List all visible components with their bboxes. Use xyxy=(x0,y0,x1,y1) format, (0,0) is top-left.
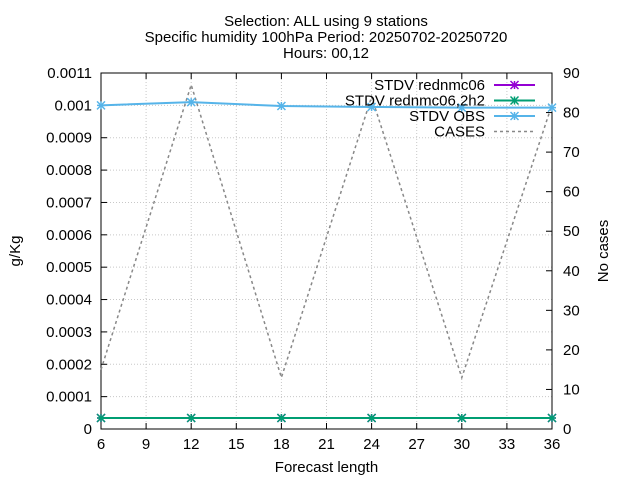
y-tick-label: 0.001 xyxy=(54,97,92,114)
marker-stroke xyxy=(367,413,377,423)
y-tick-label: 0.0008 xyxy=(46,162,92,179)
y-tick-label: 0.0009 xyxy=(46,130,92,147)
data-point-stdv-obs xyxy=(367,102,377,112)
title-line-2: Specific humidity 100hPa Period: 2025070… xyxy=(145,29,508,46)
y-tick-label: 0.0004 xyxy=(46,292,92,309)
marker-stroke xyxy=(186,97,196,107)
y2-tick-label: 30 xyxy=(563,302,580,319)
x-tick-label: 6 xyxy=(97,436,105,453)
data-point-stdv-rednmc06-2h2 xyxy=(96,413,106,423)
x-tick-label: 36 xyxy=(544,436,561,453)
y2-tick-label: 80 xyxy=(563,105,580,122)
y2-tick-label: 50 xyxy=(563,223,580,240)
x-tick-label: 12 xyxy=(183,436,200,453)
series-line-stdv-obs xyxy=(100,101,552,109)
marker-stroke xyxy=(96,100,106,110)
x-tick-label: 33 xyxy=(499,436,516,453)
data-point-stdv-obs xyxy=(96,100,106,110)
y-tick-label: 0.0005 xyxy=(46,259,92,276)
y2-tick-label: 40 xyxy=(563,263,580,280)
grid xyxy=(101,73,552,429)
axes: 6 9 12 15 18 21 24 27 30 33 3600.00010.00020.00030… xyxy=(7,65,612,476)
marker-stroke xyxy=(276,101,286,111)
legend-marker-stdv-obs xyxy=(509,111,520,121)
legend-label-cases: CASES xyxy=(434,124,485,141)
y-tick-label: 0.0002 xyxy=(46,356,92,373)
legend-label-stdv-rednmc06-2h2: STDV rednmc06,2h2 xyxy=(345,93,485,110)
x-tick-label: 24 xyxy=(363,436,380,453)
y-tick-label: 0.0001 xyxy=(46,389,92,406)
marker-stroke xyxy=(547,413,557,423)
data-point-stdv-obs xyxy=(186,97,196,107)
y2-tick-label: 90 xyxy=(563,65,580,82)
marker-stroke xyxy=(457,103,467,113)
y-tick-label: 0.0007 xyxy=(46,194,92,211)
y-axis-label: g/Kg xyxy=(7,236,24,267)
data-point-stdv-obs xyxy=(276,101,286,111)
y-tick-label: 0.0003 xyxy=(46,324,92,341)
y2-tick-label: 60 xyxy=(563,184,580,201)
y-tick-label: 0 xyxy=(84,421,92,438)
y2-tick-label: 70 xyxy=(563,144,580,161)
chart-title: Selection: ALL using 9 stationsSpecific … xyxy=(145,13,508,62)
series xyxy=(96,82,557,423)
marker-stroke xyxy=(186,413,196,423)
x-tick-label: 15 xyxy=(228,436,245,453)
y2-tick-label: 0 xyxy=(563,421,571,438)
marker-stroke xyxy=(367,102,377,112)
marker-stroke xyxy=(276,413,286,423)
x-axis-label: Forecast length xyxy=(275,459,378,476)
legend-marker-stdv-rednmc06 xyxy=(509,80,520,90)
data-point-stdv-obs xyxy=(547,103,557,113)
x-tick-label: 27 xyxy=(408,436,425,453)
x-tick-label: 9 xyxy=(142,436,150,453)
legend-label-stdv-rednmc06: STDV rednmc06 xyxy=(374,77,485,94)
y-tick-label: 0.0006 xyxy=(46,227,92,244)
data-point-stdv-rednmc06-2h2 xyxy=(186,413,196,423)
x-tick-label: 30 xyxy=(453,436,470,453)
title-line-1: Selection: ALL using 9 stations xyxy=(224,13,428,30)
data-point-stdv-obs xyxy=(457,103,467,113)
y2-tick-label: 20 xyxy=(563,342,580,359)
x-tick-label: 18 xyxy=(273,436,290,453)
data-point-stdv-rednmc06-2h2 xyxy=(367,413,377,423)
marker-stroke xyxy=(457,413,467,423)
marker-stroke xyxy=(509,80,520,90)
marker-stroke xyxy=(96,413,106,423)
title-line-3: Hours: 00,12 xyxy=(283,45,369,62)
legend-label-stdv-obs: STDV OBS xyxy=(409,108,485,125)
x-tick-label: 21 xyxy=(318,436,335,453)
marker-stroke xyxy=(509,95,520,106)
y-tick-label: 0.0011 xyxy=(47,65,92,82)
series-line-cases xyxy=(100,82,553,381)
legend-marker-stdv-rednmc06-2h2 xyxy=(509,95,520,106)
data-point-stdv-rednmc06-2h2 xyxy=(457,413,467,423)
y2-tick-label: 10 xyxy=(563,381,580,398)
marker-stroke xyxy=(547,103,557,113)
data-point-stdv-rednmc06-2h2 xyxy=(276,413,286,423)
data-point-stdv-rednmc06-2h2 xyxy=(547,413,557,423)
marker-stroke xyxy=(509,111,520,121)
y2-axis-label: No cases xyxy=(595,220,612,283)
